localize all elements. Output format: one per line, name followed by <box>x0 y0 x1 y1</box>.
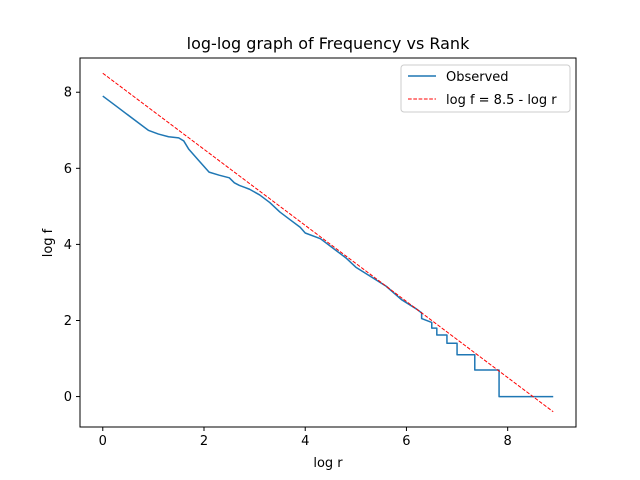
x-tick-label: 0 <box>99 434 107 449</box>
y-axis-ticks: 0 2 4 6 8 <box>64 86 80 405</box>
plot-area: 0 2 4 6 8 0 2 4 6 8 <box>64 57 577 449</box>
x-axis-ticks: 0 2 4 6 8 <box>99 427 512 449</box>
x-axis-label: log r <box>313 456 343 471</box>
x-tick-label: 4 <box>301 434 309 449</box>
series-line-1 <box>102 72 554 413</box>
y-tick-label: 0 <box>64 390 72 405</box>
y-tick-label: 6 <box>64 162 72 177</box>
chart-title: log-log graph of Frequency vs Rank <box>187 34 470 53</box>
x-tick-label: 8 <box>504 434 512 449</box>
y-tick-label: 8 <box>64 86 72 101</box>
x-tick-label: 2 <box>200 434 208 449</box>
axes-frame <box>79 57 577 428</box>
legend: Observed log f = 8.5 - log r <box>400 64 571 113</box>
y-tick-label: 2 <box>64 314 72 329</box>
x-tick-label: 6 <box>402 434 410 449</box>
series-line-0 <box>102 95 554 398</box>
legend-label-fit-line: log f = 8.5 - log r <box>446 93 557 108</box>
legend-box <box>400 64 571 113</box>
y-axis-label: log f <box>41 228 56 257</box>
series-layer <box>102 72 554 413</box>
y-tick-label: 4 <box>64 238 72 253</box>
legend-label-observed: Observed <box>446 70 509 85</box>
